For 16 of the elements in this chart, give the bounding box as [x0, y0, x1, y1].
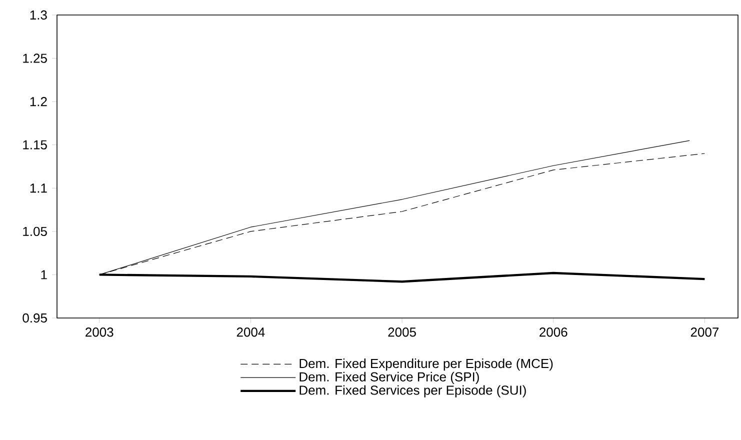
y-tick-label: 1.1 — [30, 184, 47, 193]
legend-label: Dem. Fixed Expenditure per Episode (MCE) — [300, 358, 553, 371]
x-tick-label: 2005 — [388, 328, 416, 337]
y-tick-label: 1.2 — [30, 97, 47, 106]
y-tick-label: 1.05 — [23, 226, 47, 236]
legend-label: Dem. Fixed Service Price (SPI) — [300, 372, 479, 384]
x-tick-label: 2007 — [690, 328, 719, 337]
x-tick-label: 2004 — [236, 328, 265, 337]
y-tick-label: 1.3 — [30, 10, 47, 20]
y-tick-label: 1 — [41, 270, 47, 280]
legend-label: Dem. Fixed Services per Episode (SUI) — [300, 385, 526, 398]
x-tick-label: 2006 — [540, 328, 568, 337]
y-tick-label: 0.95 — [22, 313, 47, 323]
y-tick-label: 1.15 — [23, 140, 47, 150]
y-tick-label: 1.25 — [23, 54, 47, 63]
x-tick-label: 2003 — [86, 328, 114, 337]
